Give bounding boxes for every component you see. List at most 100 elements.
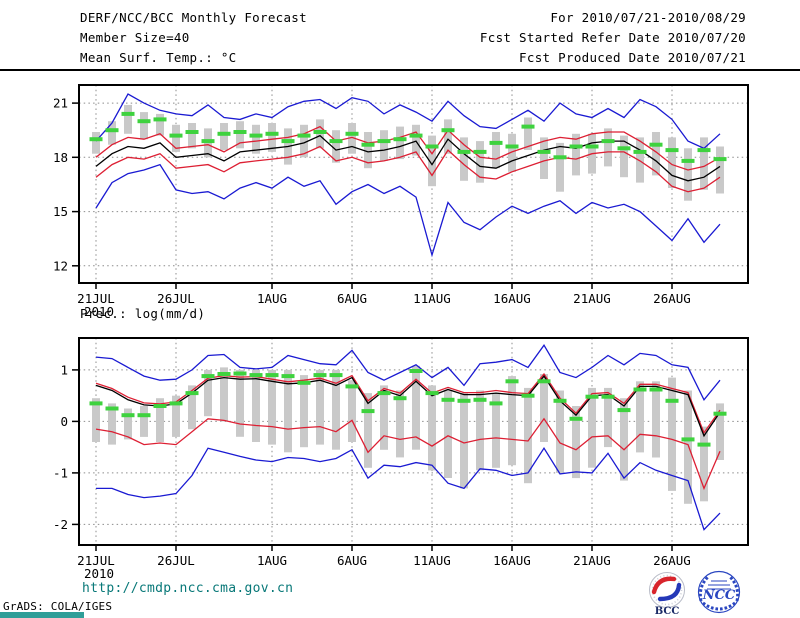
header-divider xyxy=(0,69,800,71)
green-dash-median xyxy=(249,373,263,378)
green-dash-median xyxy=(393,396,407,401)
series-ensemble-max xyxy=(95,93,721,150)
corner-teal-bar xyxy=(0,612,84,618)
ensemble-spread-bar xyxy=(460,137,468,181)
green-dash-median xyxy=(457,149,471,154)
ensemble-spread-bar xyxy=(428,135,436,187)
green-dash-median xyxy=(185,130,199,134)
prec-chart-title: Prec.: log(mm/d) xyxy=(80,306,206,321)
y-tick-label: 1 xyxy=(60,362,68,377)
green-dash-median xyxy=(89,137,103,142)
green-dash-median xyxy=(441,397,455,402)
ensemble-spread-bar xyxy=(684,148,692,201)
green-dash-median xyxy=(265,131,279,136)
ensemble-spread-bar xyxy=(348,380,356,442)
y-tick-label: -1 xyxy=(53,465,68,480)
bcc-logo: BCC xyxy=(649,572,685,616)
ensemble-spread-bar xyxy=(700,426,708,502)
ncc-globe-lines xyxy=(707,580,731,590)
ensemble-spread-bar xyxy=(444,390,452,478)
green-dash-median xyxy=(281,374,295,379)
ensemble-spread-bar xyxy=(444,119,452,154)
x-tick-label: 21JUL xyxy=(77,553,115,568)
green-dash-median xyxy=(489,401,503,406)
y-tick-label: 12 xyxy=(53,258,68,273)
series-upper-bound xyxy=(95,372,721,435)
green-dash-median xyxy=(473,149,487,154)
green-dash-median xyxy=(153,404,167,408)
fcst-start-date-label: Fcst Started Refer Date 2010/07/20 xyxy=(479,30,746,45)
ensemble-spread-bar xyxy=(172,395,180,437)
green-dash-median xyxy=(665,398,679,403)
green-dash-median xyxy=(121,111,135,116)
green-dash-median xyxy=(217,131,231,136)
y-tick-label: 0 xyxy=(60,414,68,429)
green-dash-median xyxy=(233,130,247,134)
grads-credit: GrADS: COLA/IGES xyxy=(3,600,113,613)
series-ensemble-mean xyxy=(95,134,721,182)
ensemble-spread-bar xyxy=(652,132,660,176)
series-ensemble-min xyxy=(96,446,721,531)
ensemble-spread-bar xyxy=(604,387,612,448)
series-upper-bound xyxy=(95,125,721,171)
ensemble-spread-bar xyxy=(172,124,180,152)
green-dash-median xyxy=(297,380,311,385)
x-tick-label: 16AUG xyxy=(493,553,531,568)
green-dash-median xyxy=(329,373,343,378)
ensemble-spread-bar xyxy=(716,146,724,194)
ensemble-spread-bar xyxy=(284,369,292,453)
x-tick-label: 21JUL xyxy=(77,291,115,306)
green-dash-median xyxy=(681,158,695,163)
series-lower-bound xyxy=(95,417,721,491)
green-dash-median xyxy=(345,384,359,389)
green-dash-median xyxy=(185,391,199,396)
ensemble-spread-bar xyxy=(92,398,100,442)
ensemble-spread-bar xyxy=(540,137,548,179)
ensemble-spread-bar xyxy=(540,374,548,442)
x-tick-label: 16AUG xyxy=(493,291,531,306)
green-dash-median xyxy=(633,387,647,392)
member-size-label: Member Size=40 xyxy=(80,30,190,45)
ensemble-spread-bar xyxy=(204,369,212,417)
ensemble-spread-bar xyxy=(252,369,260,442)
ensemble-spread-bar xyxy=(508,133,516,172)
green-dash-median xyxy=(201,374,215,379)
green-dash-median xyxy=(377,391,391,396)
series-ensemble-max xyxy=(95,344,721,401)
green-dash-median xyxy=(169,133,183,138)
green-dash-median xyxy=(569,144,583,149)
ensemble-spread-bar xyxy=(396,390,404,458)
green-dash-median xyxy=(105,406,119,411)
series-lower-bound xyxy=(95,145,721,193)
ensemble-spread-bar xyxy=(524,117,532,150)
ensemble-spread-bar xyxy=(252,124,260,154)
ensemble-spread-bar xyxy=(380,130,388,161)
ensemble-spread-bar xyxy=(236,369,244,437)
header-left: DERF/NCC/BCC Monthly Forecast Member Siz… xyxy=(80,8,307,68)
ensemble-spread-bar xyxy=(236,121,244,149)
green-dash-median xyxy=(553,155,567,160)
ensemble-spread-bar xyxy=(348,123,356,154)
ensemble-spread-bar xyxy=(140,112,148,140)
green-dash-median xyxy=(617,146,631,151)
ncc-wreath-left xyxy=(698,574,711,602)
green-dash-median xyxy=(265,373,279,378)
ensemble-spread-bar xyxy=(124,104,132,134)
ensemble-spread-bar xyxy=(428,385,436,471)
green-dash-median xyxy=(313,373,327,378)
green-dash-median xyxy=(297,133,311,138)
green-dash-median xyxy=(569,416,583,421)
green-dash-median xyxy=(537,149,551,154)
green-dash-median xyxy=(713,411,727,416)
x-tick-label: 1AUG xyxy=(257,553,287,568)
green-dash-median xyxy=(649,387,663,392)
green-dash-median xyxy=(521,124,535,129)
ensemble-spread-bar xyxy=(620,398,628,481)
green-dash-median xyxy=(505,379,519,384)
ensemble-spread-bar xyxy=(220,123,228,151)
plot-frame xyxy=(78,84,749,284)
ensemble-spread-bar xyxy=(124,408,132,440)
y-tick-label: 21 xyxy=(53,96,68,111)
